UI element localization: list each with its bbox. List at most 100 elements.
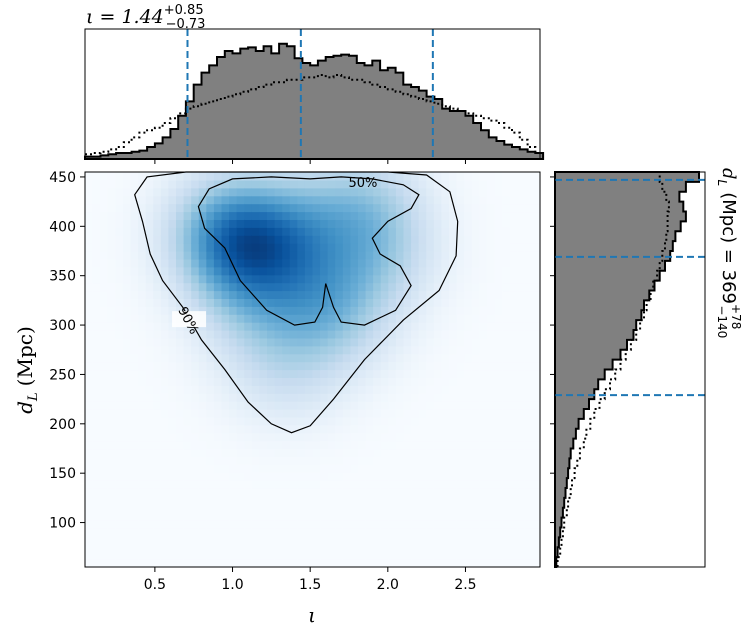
heatmap-cell	[130, 559, 139, 568]
heatmap-cell	[304, 535, 314, 544]
heatmap-cell	[115, 559, 124, 568]
heatmap-cell	[373, 258, 382, 268]
heatmap-cell	[259, 495, 268, 505]
heatmap-cell	[517, 172, 526, 181]
heatmap-cell	[304, 448, 314, 457]
heatmap-cell	[130, 290, 139, 299]
heatmap-cell	[403, 282, 412, 292]
heatmap-cell	[145, 440, 154, 450]
heatmap-cell	[365, 187, 374, 197]
heatmap-cell	[274, 258, 283, 268]
heatmap-cell	[358, 219, 367, 228]
heatmap-cell	[350, 385, 359, 394]
heatmap-cell	[145, 266, 154, 276]
heatmap-cell	[289, 432, 298, 442]
heatmap-cell	[122, 345, 132, 355]
heatmap-cell	[297, 416, 306, 426]
heatmap-cell	[524, 227, 534, 236]
heatmap-cell	[403, 369, 412, 378]
heatmap-cell	[251, 488, 261, 497]
heatmap-cell	[464, 440, 473, 450]
heatmap-cell	[380, 432, 389, 442]
heatmap-cell	[304, 172, 314, 181]
heatmap-cell	[358, 456, 367, 465]
heatmap-cell	[244, 337, 253, 347]
heatmap-cell	[122, 503, 132, 513]
heatmap-cell	[342, 203, 352, 213]
heatmap-cell	[198, 211, 207, 220]
heatmap-cell	[85, 179, 94, 189]
heatmap-cell	[282, 519, 291, 529]
heatmap-cell	[259, 559, 268, 568]
heatmap-cell	[183, 432, 192, 442]
heatmap-cell	[304, 464, 314, 473]
heatmap-cell	[267, 385, 276, 394]
heatmap-cell	[122, 314, 132, 323]
heatmap-cell	[259, 369, 268, 378]
heatmap-cell	[502, 401, 511, 410]
heatmap-cell	[221, 369, 230, 378]
heatmap-cell	[122, 464, 132, 473]
heatmap-cell	[365, 464, 374, 473]
heatmap-cell	[100, 219, 109, 228]
heatmap-cell	[464, 519, 473, 529]
heatmap-cell	[358, 243, 367, 252]
heatmap-cell	[191, 243, 200, 252]
heatmap-cell	[395, 488, 405, 497]
heatmap-cell	[191, 219, 200, 228]
heatmap-cell	[441, 480, 450, 489]
heatmap-cell	[138, 424, 147, 434]
heatmap-cell	[524, 480, 534, 489]
heatmap-cell	[138, 353, 147, 363]
heatmap-cell	[358, 187, 367, 197]
heatmap-cell	[107, 251, 116, 260]
heatmap-cell	[395, 464, 405, 473]
heatmap-cell	[236, 203, 245, 213]
heatmap-cell	[92, 345, 101, 355]
heatmap-cell	[206, 385, 215, 394]
heatmap-cell	[130, 464, 139, 473]
heatmap-cell	[327, 322, 336, 331]
heatmap-cell	[358, 409, 367, 418]
heatmap-cell	[168, 235, 177, 244]
heatmap-cell	[221, 330, 230, 339]
heatmap-cell	[418, 559, 427, 568]
heatmap-cell	[509, 274, 518, 284]
heatmap-cell	[100, 401, 109, 410]
heatmap-cell	[312, 179, 321, 189]
heatmap-cell	[274, 385, 283, 394]
heatmap-cell	[502, 377, 511, 386]
heatmap-cell	[350, 282, 359, 292]
heatmap-cell	[486, 361, 496, 371]
heatmap-cell	[100, 511, 109, 521]
heatmap-cell	[259, 464, 268, 473]
heatmap-cell	[289, 456, 298, 465]
heatmap-cell	[479, 282, 488, 292]
heatmap-cell	[160, 464, 170, 473]
heatmap-cell	[358, 440, 367, 450]
heatmap-cell	[365, 322, 374, 331]
heatmap-cell	[456, 243, 465, 252]
heatmap-cell	[509, 385, 518, 394]
heatmap-cell	[502, 456, 511, 465]
heatmap-cell	[335, 369, 344, 378]
heatmap-cell	[138, 432, 147, 442]
heatmap-cell	[198, 495, 207, 505]
heatmap-cell	[418, 385, 427, 394]
heatmap-cell	[191, 361, 200, 371]
heatmap-cell	[380, 306, 389, 315]
heatmap-cell	[304, 409, 314, 418]
heatmap-cell	[130, 448, 139, 457]
heatmap-cell	[122, 322, 132, 331]
heatmap-cell	[418, 187, 427, 197]
heatmap-cell	[176, 353, 185, 363]
heatmap-cell	[395, 282, 405, 292]
heatmap-cell	[274, 535, 283, 544]
heatmap-cell	[244, 519, 253, 529]
heatmap-cell	[388, 440, 397, 450]
heatmap-cell	[168, 409, 177, 418]
heatmap-cell	[92, 322, 101, 331]
heatmap-cell	[426, 251, 435, 260]
heatmap-cell	[100, 179, 109, 189]
heatmap-cell	[464, 258, 473, 268]
